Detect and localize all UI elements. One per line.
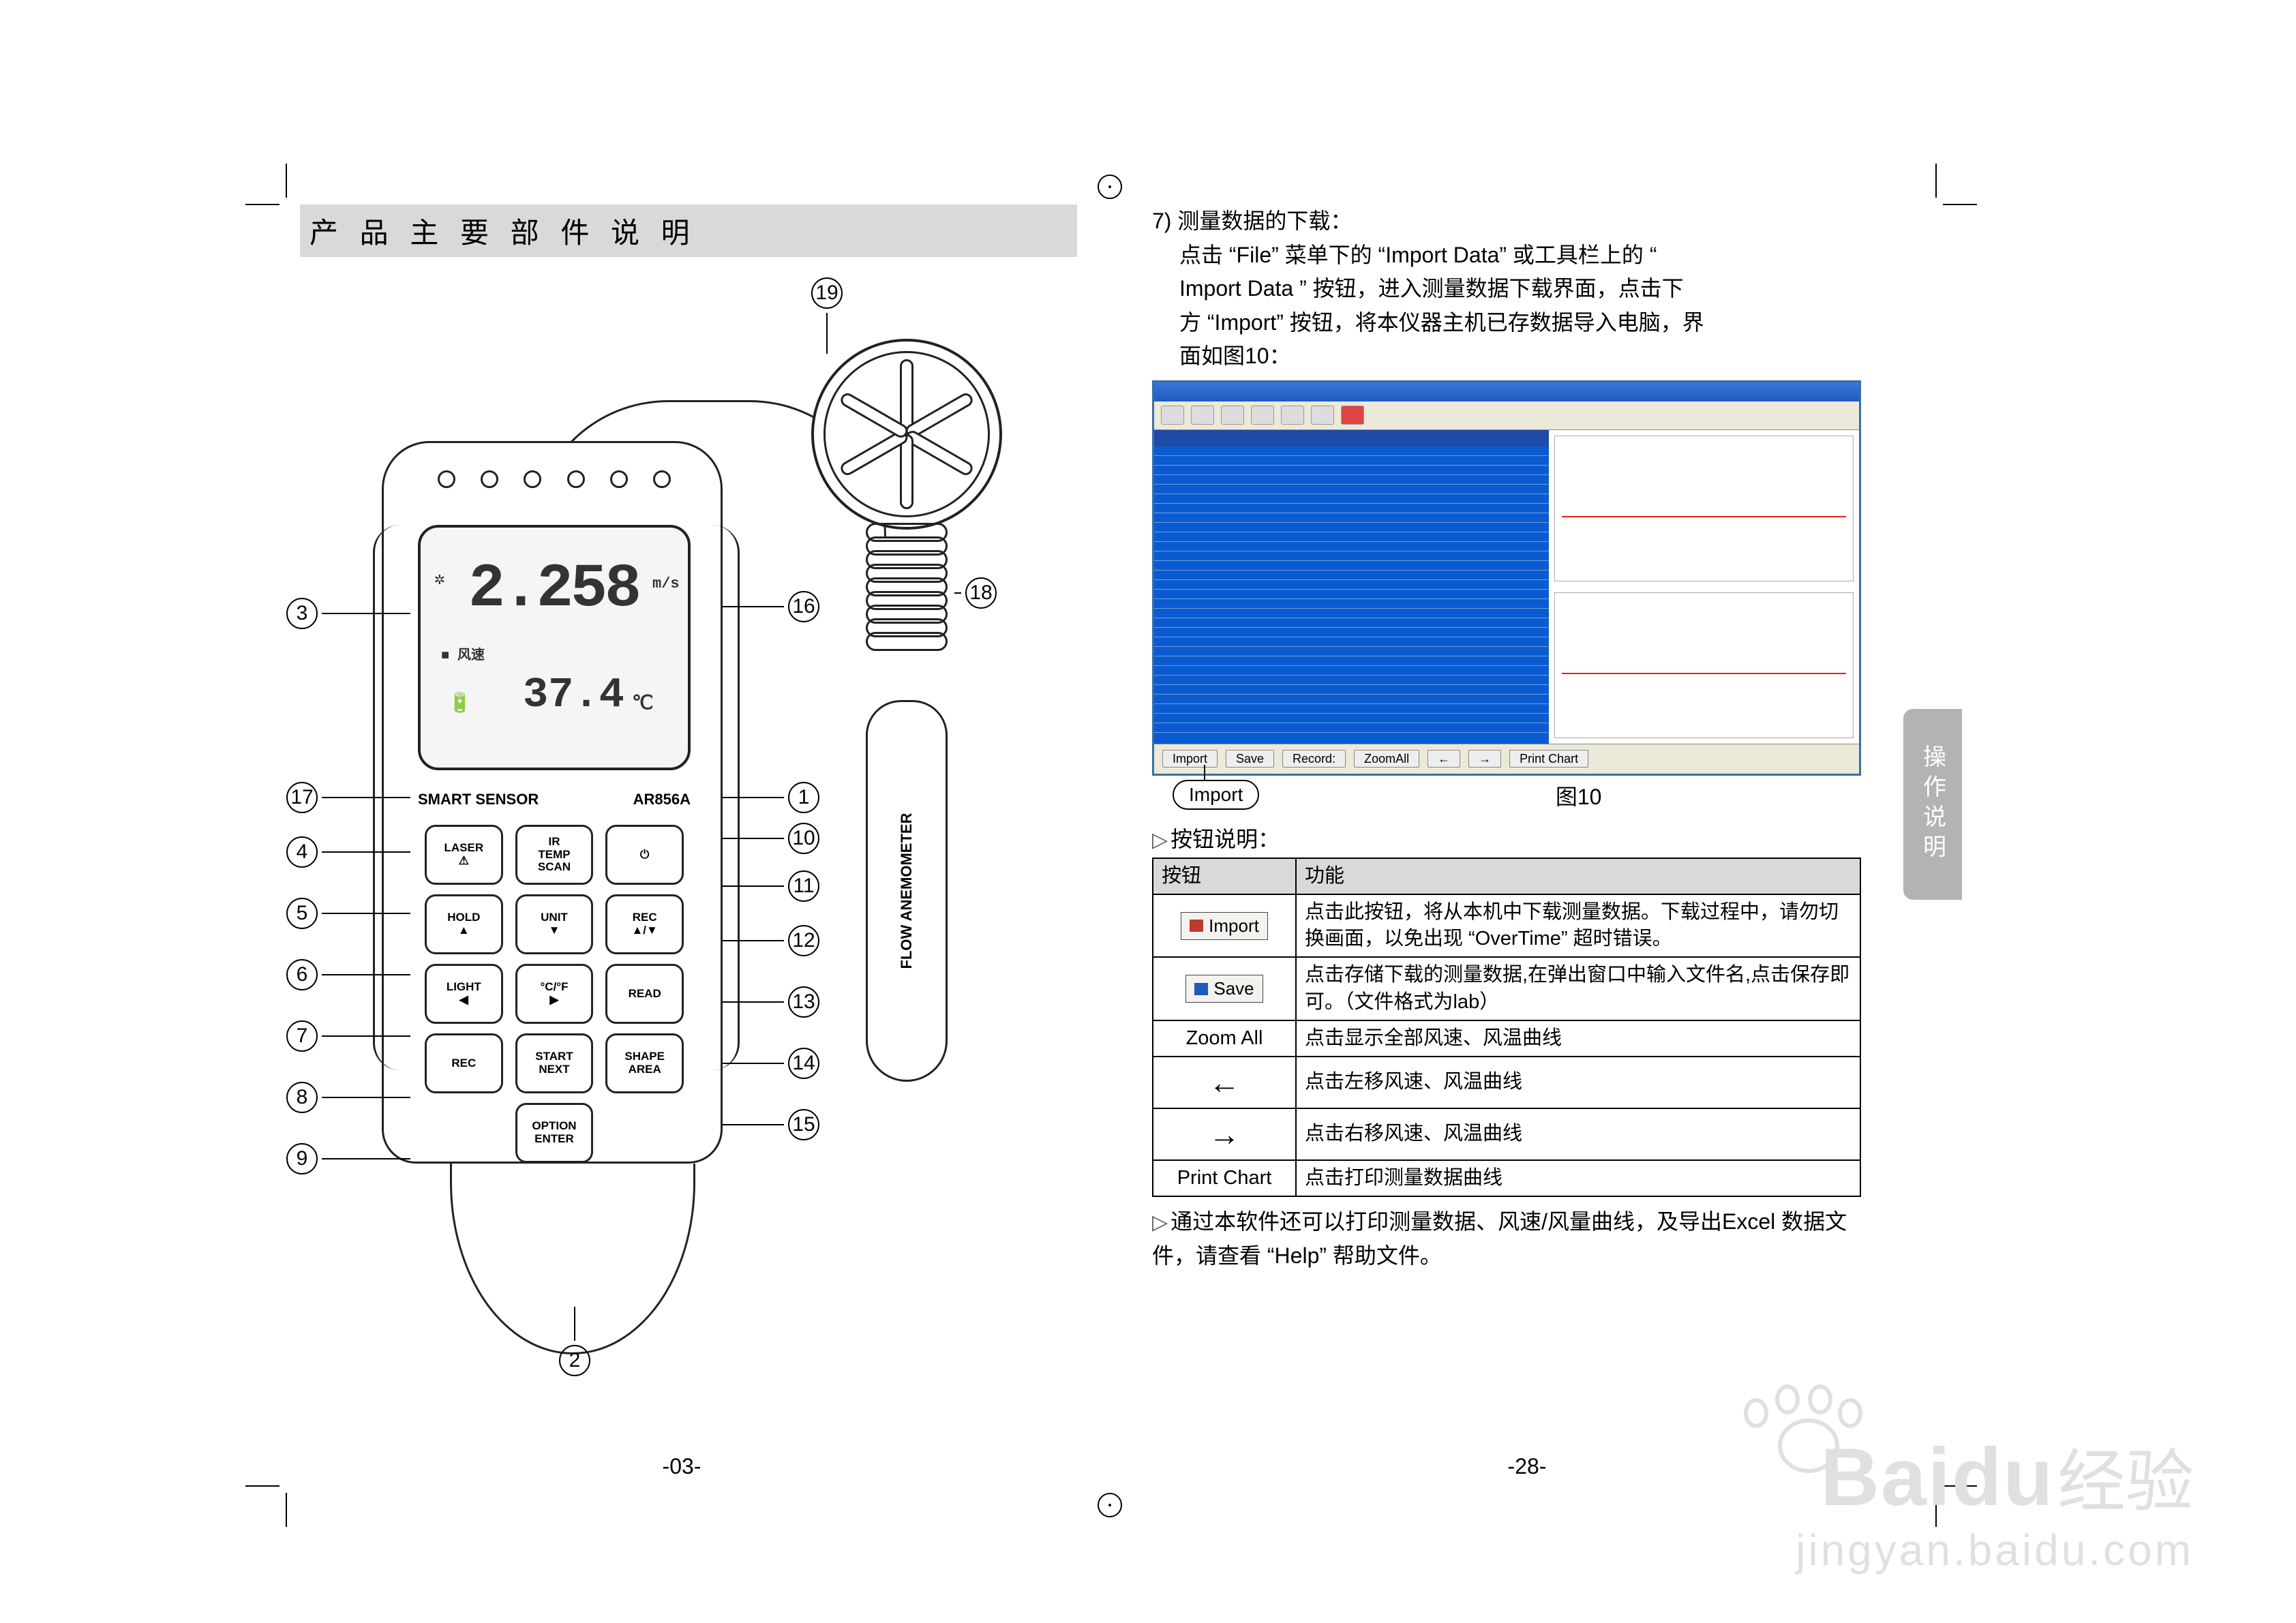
callout-7: 7: [286, 1020, 318, 1052]
page-spread: 产 品 主 要 部 件 说 明 19: [259, 177, 1950, 1500]
table-btn-cell: Print Chart: [1153, 1160, 1296, 1196]
callout-13: 13: [788, 986, 819, 1018]
table-btn-cell: Save: [1153, 957, 1296, 1020]
device-key: OPTIONENTER: [515, 1103, 594, 1163]
callout-17: 17: [286, 782, 318, 813]
software-screenshot: Import Save Record: ZoomAll ← → Print Chart: [1152, 380, 1861, 776]
import-callout-bubble: Import: [1173, 780, 1259, 810]
watermark-url: jingyan.baidu.com: [1796, 1525, 2194, 1575]
page-number-left: -03-: [259, 1454, 1104, 1479]
watermark-cn: 经验: [2057, 1444, 2194, 1520]
table-desc-cell: 点击显示全部风速、风温曲线: [1296, 1020, 1860, 1057]
table-btn-cell: ←: [1153, 1057, 1296, 1108]
callout-8: 8: [286, 1082, 318, 1113]
figure-caption: 图10: [1269, 780, 1888, 811]
device-model: AR856A: [633, 791, 691, 808]
table-desc-cell: 点击打印测量数据曲线: [1296, 1160, 1860, 1196]
lcd-screen: ✲ 2.258 m/s ■ 风速 🔋 37.4 ℃: [418, 525, 691, 770]
lcd-main-unit: m/s: [652, 575, 680, 592]
table-btn-cell: Import: [1153, 894, 1296, 957]
button-description-table: 按钮 功能 Import点击此按钮，将从本机中下载测量数据。下载过程中，请勿切换…: [1152, 858, 1861, 1197]
callout-11: 11: [788, 870, 819, 902]
callout-16: 16: [788, 591, 819, 622]
device-brand: SMART SENSOR: [418, 791, 539, 808]
watermark-paw-icon: [1737, 1384, 1860, 1487]
callout-18: 18: [965, 577, 997, 609]
lcd-sub: 37.4: [523, 671, 624, 719]
step-text: 7) 测量数据的下载： 点击 “File” 菜单下的 “Import Data”…: [1152, 204, 1888, 374]
handle-label: FLOW ANEMOMETER: [898, 813, 916, 969]
device-key: LASER⚠: [425, 825, 503, 885]
footer-note: 通过本软件还可以打印测量数据、风速/风量曲线，及导出Excel 数据文件，请查看…: [1152, 1209, 1847, 1268]
device-key: REC▲/▼: [605, 894, 684, 954]
screenshot-footer-button: Print Chart: [1509, 750, 1588, 768]
callout-6: 6: [286, 959, 318, 990]
page-right: 7) 测量数据的下载： 点击 “File” 菜单下的 “Import Data”…: [1104, 177, 1950, 1500]
device-key: READ: [605, 964, 684, 1024]
callout-15: 15: [788, 1109, 819, 1140]
table-desc-cell: 点击存储下载的测量数据,在弹出窗口中输入文件名,点击保存即可。（文件格式为lab…: [1296, 957, 1860, 1020]
callout-10: 10: [788, 823, 819, 854]
table-btn-cell: Zoom All: [1153, 1020, 1296, 1057]
th-button: 按钮: [1153, 858, 1296, 894]
side-tab: 操作说明: [1903, 709, 1962, 900]
device-body: ✲ 2.258 m/s ■ 风速 🔋 37.4 ℃ SMART SENSOR A…: [382, 441, 723, 1164]
device-key: SHAPEAREA: [605, 1033, 684, 1093]
device-key: ⏻: [605, 825, 684, 885]
sensor-handle: FLOW ANEMOMETER: [866, 700, 948, 1082]
device-key: IRTEMPSCAN: [515, 825, 594, 885]
device-key: REC: [425, 1033, 503, 1093]
device-key: °C/°F▶: [515, 964, 594, 1024]
screenshot-footer-button: Record:: [1282, 750, 1346, 768]
device-key: STARTNEXT: [515, 1033, 594, 1093]
th-function: 功能: [1296, 858, 1860, 894]
callout-3: 3: [286, 598, 318, 629]
callout-12: 12: [788, 925, 819, 956]
screenshot-footer-button: ←: [1428, 750, 1460, 768]
callout-14: 14: [788, 1048, 819, 1079]
section-title: 产 品 主 要 部 件 说 明: [300, 204, 1077, 257]
lcd-main: 2.258: [468, 555, 639, 624]
lcd-sub-unit: ℃: [632, 691, 653, 715]
callout-9: 9: [286, 1143, 318, 1174]
screenshot-footer-button: →: [1468, 750, 1501, 768]
fan-sensor: [811, 339, 1002, 530]
table-btn-cell: →: [1153, 1108, 1296, 1160]
callout-5: 5: [286, 898, 318, 929]
side-tab-label: 操作说明: [1916, 744, 1950, 864]
device-key: LIGHT◀: [425, 964, 503, 1024]
device-keypad: LASER⚠IRTEMPSCAN⏻ HOLD▲UNIT▼REC▲/▼ LIGHT◀°…: [425, 825, 684, 1163]
table-desc-cell: 点击左移风速、风温曲线: [1296, 1057, 1860, 1108]
screenshot-footer-button: ZoomAll: [1354, 750, 1419, 768]
callout-19: 19: [811, 277, 843, 309]
table-desc-cell: 点击右移风速、风温曲线: [1296, 1108, 1860, 1160]
sensor-coil: [866, 523, 948, 646]
screenshot-footer-button: Import: [1162, 750, 1218, 768]
callout-4: 4: [286, 836, 318, 868]
device-illustration: 19: [286, 277, 1036, 1300]
table-desc-cell: 点击此按钮，将从本机中下载测量数据。下载过程中，请勿切换画面，以免出现 “Ove…: [1296, 894, 1860, 957]
page-left: 产 品 主 要 部 件 说 明 19: [259, 177, 1104, 1500]
device-key: HOLD▲: [425, 894, 503, 954]
button-desc-heading: 按钮说明：: [1170, 827, 1280, 851]
callout-1: 1: [788, 782, 819, 813]
callout-2: 2: [559, 1345, 590, 1376]
screenshot-footer-button: Save: [1226, 750, 1274, 768]
device-key: UNIT▼: [515, 894, 594, 954]
